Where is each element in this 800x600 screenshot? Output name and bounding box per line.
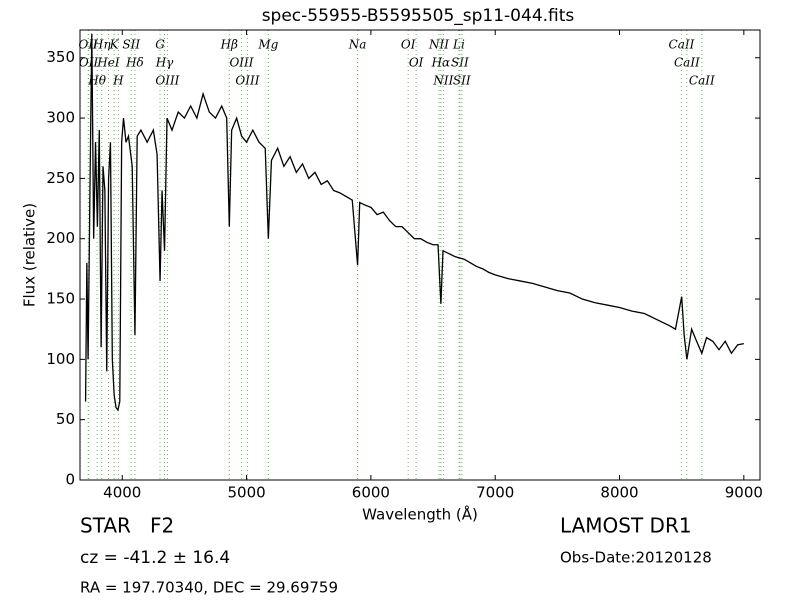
- spectral-line-label: Mg: [257, 38, 278, 52]
- plot-frame: [79, 29, 761, 481]
- spectral-line-label: HeI: [96, 56, 120, 70]
- x-tick-label: 8000: [600, 484, 638, 502]
- x-tick-label: 4000: [103, 484, 141, 502]
- x-tick-label: 6000: [352, 484, 390, 502]
- spectral-line-label: NII: [428, 38, 449, 52]
- redshift: cz = -41.2 ± 16.4: [80, 548, 230, 568]
- spectral-line-label: OII: [79, 38, 99, 52]
- spectral-line-label: Hδ: [125, 56, 144, 70]
- y-tick-label: 100: [46, 350, 75, 368]
- y-tick-label: 50: [56, 410, 75, 428]
- spectral-line-label: OII: [79, 56, 99, 70]
- spectral-line-label: SII: [122, 38, 140, 52]
- spectral-line-label: OI: [409, 56, 424, 70]
- spectral-line-label: Li: [452, 38, 465, 52]
- spectral-line-label: G: [155, 38, 165, 52]
- spectral-line-label: H: [112, 74, 124, 88]
- spectral-line-label: OIII: [155, 74, 179, 88]
- y-tick-label: 350: [46, 48, 75, 66]
- x-tick-label: 9000: [725, 484, 763, 502]
- spectral-line-label: Hθ: [87, 74, 106, 88]
- coordinates: RA = 197.70340, DEC = 29.69759: [80, 579, 338, 597]
- y-tick-label: 150: [46, 290, 75, 308]
- y-axis-label: Flux (relative): [21, 203, 39, 307]
- spectral-line-label: Hα: [431, 56, 451, 70]
- spectral-line-label: Hβ: [220, 38, 238, 52]
- spectral-line-label: CaII: [689, 74, 715, 88]
- spectral-line-label: CaII: [669, 38, 695, 52]
- object-class: STAR F2: [80, 514, 174, 538]
- spectral-line-label: SII: [451, 56, 469, 70]
- spectrum-line: [84, 33, 744, 412]
- x-axis-label: Wavelength (Å): [362, 505, 478, 524]
- chart-title: spec-55955-B5595505_sp11-044.fits: [262, 6, 575, 26]
- spectral-line-label: K: [109, 38, 120, 52]
- spectral-line-label: Hη: [92, 38, 111, 52]
- y-tick-label: 0: [65, 471, 75, 489]
- survey: LAMOST DR1: [560, 514, 692, 538]
- y-tick-label: 200: [46, 229, 75, 247]
- x-tick-label: 7000: [476, 484, 514, 502]
- spectral-line-label: OI: [401, 38, 416, 52]
- spectral-line-label: NII: [432, 74, 453, 88]
- obs-date: Obs-Date:20120128: [560, 549, 712, 567]
- spectral-line-label: OIII: [235, 74, 259, 88]
- x-tick-label: 5000: [227, 484, 265, 502]
- y-tick-label: 300: [46, 109, 75, 127]
- spectral-line-label: CaII: [674, 56, 700, 70]
- spectral-line-label: Na: [348, 38, 367, 52]
- spectral-line-label: Hγ: [155, 56, 174, 70]
- spectral-line-label: OIII: [229, 56, 253, 70]
- spectral-line-label: SII: [453, 74, 471, 88]
- y-tick-label: 250: [46, 169, 75, 187]
